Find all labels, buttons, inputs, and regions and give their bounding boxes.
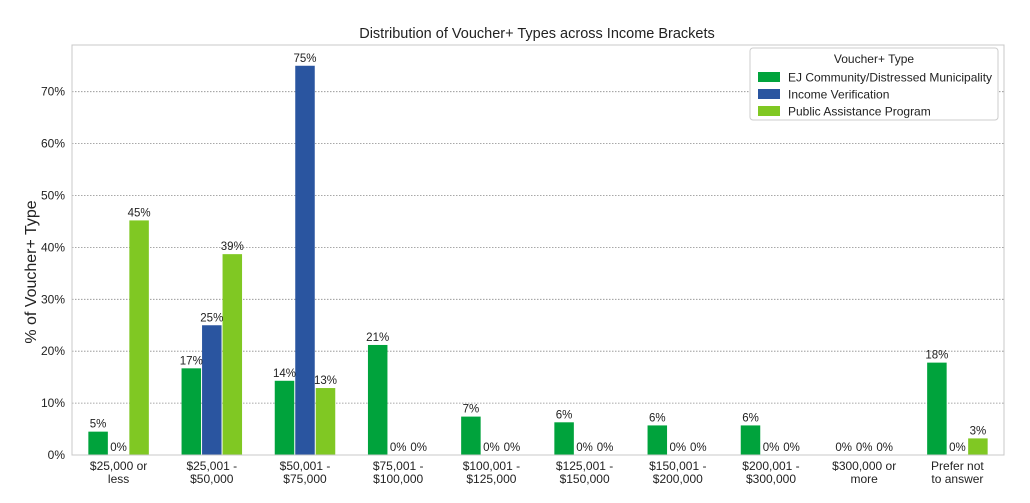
x-tick-label: $75,001 - <box>373 459 424 473</box>
data-label: 0% <box>483 442 500 454</box>
data-label: 0% <box>390 442 407 454</box>
y-tick-label: 20% <box>41 344 65 358</box>
data-label: 13% <box>314 375 337 387</box>
x-tick-label: $150,001 - <box>649 459 706 473</box>
data-label: 25% <box>200 312 223 324</box>
bars <box>88 65 988 455</box>
bar <box>927 362 947 455</box>
x-tick-label: $200,000 <box>653 472 703 486</box>
x-tick-label: $25,001 - <box>186 459 237 473</box>
chart-title: Distribution of Voucher+ Types across In… <box>359 26 715 42</box>
y-tick-label: 70% <box>41 85 65 99</box>
bar <box>88 431 108 455</box>
x-tick-label: less <box>108 472 129 486</box>
legend-title: Voucher+ Type <box>834 52 915 66</box>
data-label: 6% <box>649 412 666 424</box>
x-tick-label: $125,000 <box>466 472 516 486</box>
data-label: 0% <box>949 442 966 454</box>
data-label: 5% <box>90 419 107 431</box>
gridlines <box>72 91 1004 404</box>
data-label: 0% <box>504 442 521 454</box>
y-tick-label: 40% <box>41 240 65 254</box>
x-tick-label: to answer <box>931 472 983 486</box>
y-tick-label: 30% <box>41 292 65 306</box>
data-label: 45% <box>128 207 151 219</box>
x-tick-label: more <box>851 472 879 486</box>
x-tick-label: $200,001 - <box>742 459 799 473</box>
data-label: 0% <box>410 442 427 454</box>
data-label: 0% <box>856 442 873 454</box>
data-label: 0% <box>669 442 686 454</box>
x-tick-label: $100,001 - <box>463 459 520 473</box>
x-tick-label: $25,000 or <box>90 459 147 473</box>
legend-box <box>749 47 999 121</box>
bar <box>367 344 388 455</box>
data-label: 21% <box>366 332 389 344</box>
legend-swatch <box>758 72 780 82</box>
data-label: 14% <box>273 368 296 380</box>
x-tick-label: $75,000 <box>283 472 327 486</box>
bar <box>129 220 149 455</box>
x-tick-label: $100,000 <box>373 472 423 486</box>
data-label: 7% <box>463 404 480 416</box>
legend-entry: Income Verification <box>788 88 889 102</box>
legend: Voucher+ Type EJ Community/Distressed Mu… <box>749 47 999 121</box>
data-label: 0% <box>835 442 852 454</box>
legend-entry: Public Assistance Program <box>788 105 931 119</box>
data-label: 6% <box>742 412 759 424</box>
data-label: 0% <box>597 442 614 454</box>
x-tick-label: $300,000 or <box>832 459 896 473</box>
bar <box>315 388 336 455</box>
bar <box>968 438 988 455</box>
data-label: 0% <box>763 442 780 454</box>
data-label: 0% <box>876 442 893 454</box>
legend-swatch <box>758 89 780 99</box>
bar <box>554 422 574 455</box>
data-label: 39% <box>221 241 244 253</box>
y-tick-label: 0% <box>48 448 66 462</box>
bar <box>740 425 761 455</box>
legend-entry: EJ Community/Distressed Municipality <box>788 71 992 85</box>
data-label: 6% <box>556 409 573 421</box>
legend-swatch <box>758 106 780 116</box>
y-tick-label: 10% <box>41 396 65 410</box>
plot-frame <box>71 44 1005 456</box>
bar <box>647 425 668 455</box>
bar <box>295 65 315 455</box>
bar <box>222 254 243 455</box>
bar <box>202 325 222 455</box>
data-label: 0% <box>110 442 127 454</box>
x-tick-label: $150,000 <box>560 472 610 486</box>
data-label: 0% <box>690 442 707 454</box>
y-tick-label: 60% <box>41 137 65 151</box>
data-labels: 5%0%45%17%25%39%14%75%13%21%0% 0%7%0% 0%6%… <box>90 53 986 454</box>
data-label: 75% <box>293 53 316 65</box>
y-tick-label: 50% <box>41 189 65 203</box>
data-label: 18% <box>925 350 948 362</box>
data-label: 17% <box>180 355 203 367</box>
bar <box>181 368 202 455</box>
data-label: 0% <box>576 442 593 454</box>
y-axis-label: % of Voucher+ Type <box>23 200 40 343</box>
bar <box>461 416 481 455</box>
bar <box>274 380 295 455</box>
x-tick-label: $50,001 - <box>280 459 331 473</box>
x-tick-label: $50,000 <box>190 472 234 486</box>
data-label: 3% <box>970 425 987 437</box>
y-axis-ticks: 0% 10% 20% 30% 40% 50% 60% 70% <box>41 85 65 462</box>
x-tick-label: $300,000 <box>746 472 796 486</box>
x-tick-label: $125,001 - <box>556 459 613 473</box>
data-label: 0% <box>783 442 800 454</box>
x-tick-label: Prefer not <box>931 459 984 473</box>
